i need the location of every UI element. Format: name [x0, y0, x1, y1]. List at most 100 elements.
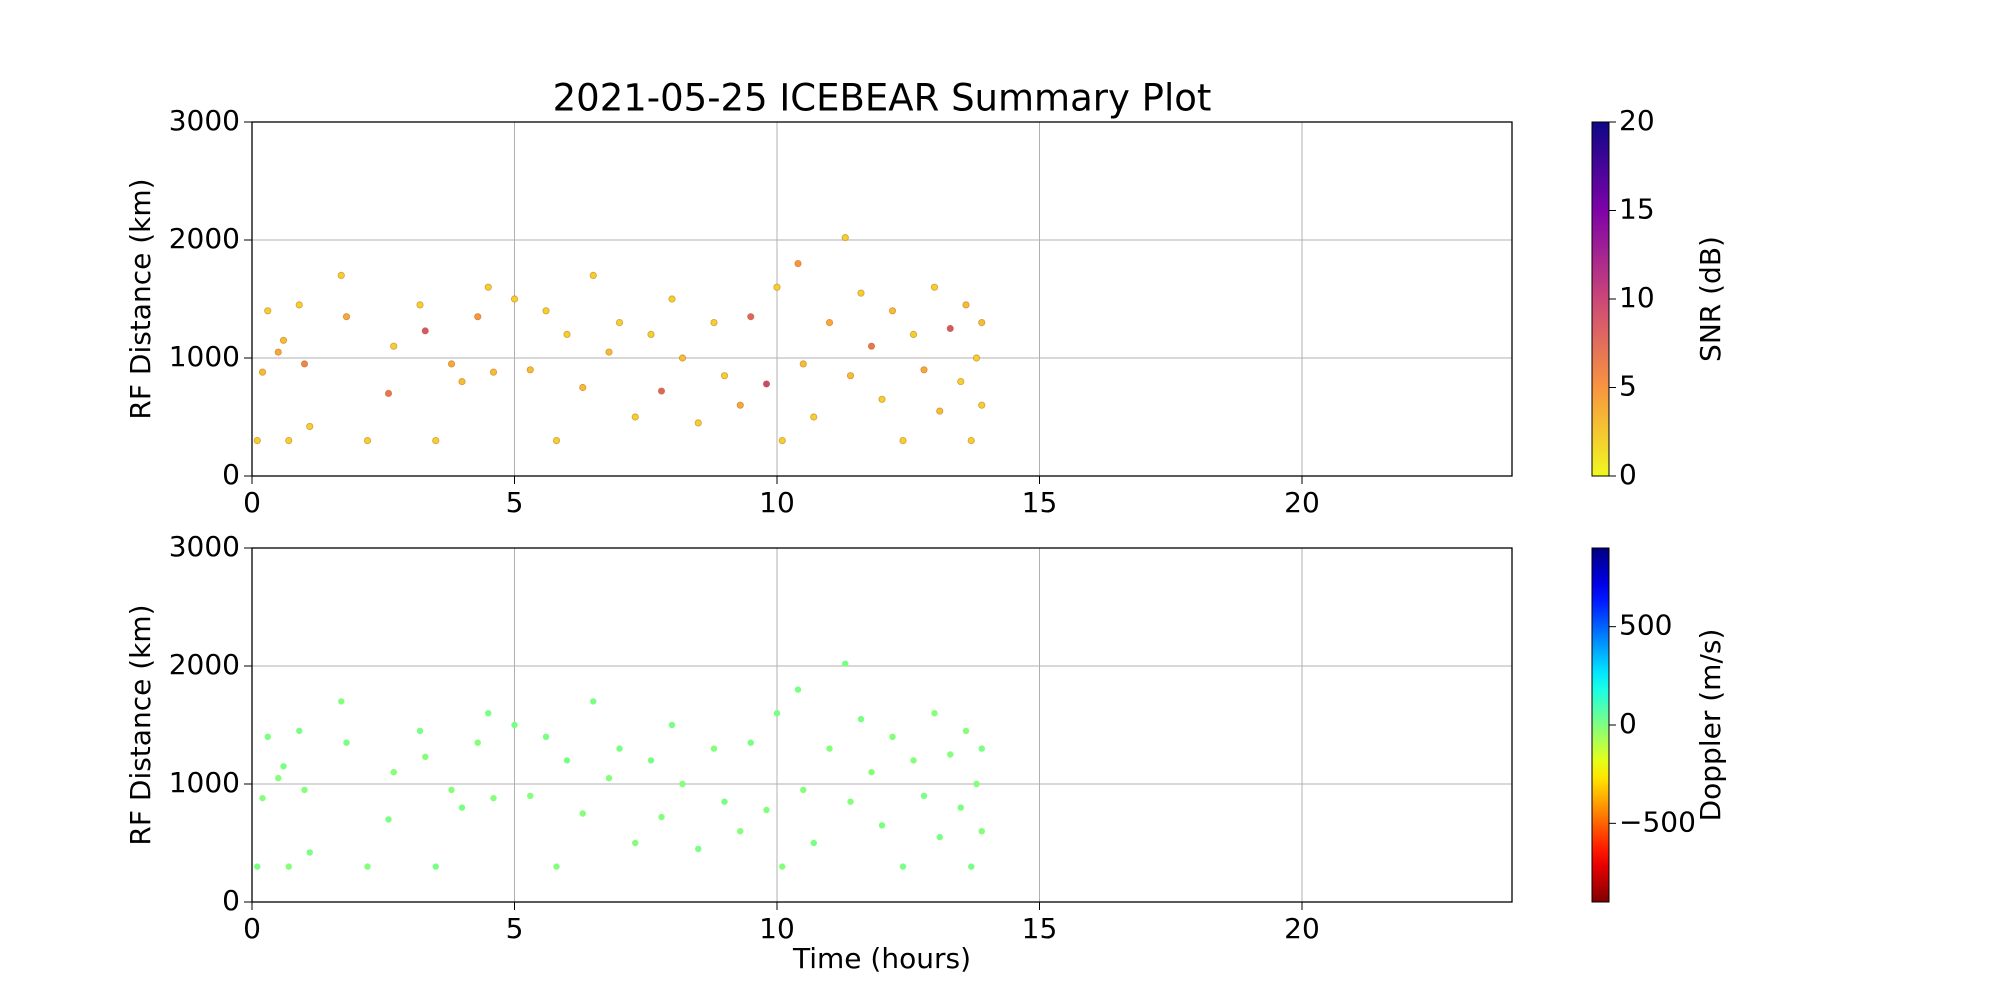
- data-point: [763, 806, 770, 814]
- data-point: [946, 324, 954, 333]
- x-axis-label: Time (hours): [792, 942, 971, 975]
- y-axis-label: RF Distance (km): [124, 604, 157, 845]
- colorbar-tick-label: 10: [1619, 281, 1655, 314]
- data-point: [338, 698, 345, 705]
- data-point: [631, 413, 639, 421]
- data-point: [542, 307, 550, 315]
- x-tick-label: 20: [1284, 486, 1320, 519]
- data-point: [962, 727, 970, 735]
- data-point: [579, 383, 587, 392]
- data-point: [275, 774, 282, 782]
- data-point: [668, 721, 676, 729]
- data-point: [810, 413, 818, 421]
- data-point: [794, 259, 802, 268]
- data-point: [615, 318, 624, 327]
- y-tick-label: 1000: [169, 766, 240, 799]
- plot-frame: [251, 121, 1513, 477]
- data-point: [747, 739, 754, 746]
- x-tick-label: 5: [506, 486, 524, 519]
- data-point: [422, 753, 429, 761]
- x-tick-label: 0: [243, 486, 261, 519]
- data-point: [762, 380, 771, 388]
- data-point: [678, 354, 687, 362]
- data-point: [342, 313, 351, 321]
- data-point: [279, 336, 288, 344]
- data-point: [579, 810, 586, 817]
- x-tick-label: 20: [1284, 912, 1320, 945]
- data-point: [968, 863, 975, 870]
- colorbar-tick-label: 5: [1619, 370, 1637, 403]
- data-point: [973, 780, 980, 788]
- colorbar-label: SNR (dB): [1694, 236, 1727, 362]
- data-point: [647, 330, 655, 338]
- data-point: [590, 698, 597, 705]
- data-point: [432, 863, 439, 870]
- y-tick-label: 2000: [169, 648, 240, 681]
- data-point: [909, 330, 918, 338]
- data-point: [978, 401, 986, 409]
- data-point: [632, 839, 639, 847]
- data-point: [799, 360, 807, 368]
- data-point: [931, 710, 938, 717]
- colorbar: [1591, 121, 1610, 477]
- data-point: [254, 863, 261, 870]
- data-point: [657, 387, 666, 395]
- data-point: [511, 721, 518, 729]
- data-point: [841, 234, 849, 242]
- data-point: [867, 342, 876, 350]
- data-point: [899, 436, 907, 445]
- data-point: [474, 739, 481, 746]
- data-point: [542, 733, 550, 740]
- data-point: [458, 377, 466, 386]
- y-tick-label: 2000: [169, 222, 240, 255]
- data-point: [364, 863, 371, 870]
- colorbar-tick-label: 20: [1619, 104, 1655, 137]
- data-point: [810, 839, 817, 847]
- data-point: [264, 307, 272, 315]
- data-point: [668, 295, 676, 303]
- data-point: [447, 360, 456, 368]
- x-tick-label: 5: [506, 912, 524, 945]
- data-point: [962, 301, 970, 309]
- data-point: [957, 804, 964, 811]
- colorbar-tick-label: 500: [1619, 609, 1672, 642]
- data-point: [285, 436, 293, 445]
- data-point: [647, 757, 655, 764]
- data-point: [553, 863, 560, 870]
- data-point: [947, 751, 954, 758]
- data-point: [747, 313, 755, 321]
- data-point: [773, 283, 781, 291]
- data-point: [721, 798, 728, 805]
- data-point: [416, 301, 424, 309]
- data-point: [253, 436, 261, 445]
- data-point: [390, 769, 397, 776]
- data-point: [589, 271, 597, 279]
- data-point: [710, 745, 718, 752]
- x-tick-label: 0: [243, 912, 261, 945]
- data-point: [694, 419, 702, 427]
- data-point: [794, 686, 802, 693]
- data-point: [720, 372, 729, 380]
- y-axis-label: RF Distance (km): [124, 178, 157, 419]
- x-tick-label: 10: [759, 912, 795, 945]
- data-point: [800, 786, 807, 794]
- data-point: [616, 745, 623, 752]
- data-point: [930, 283, 939, 291]
- data-point: [978, 745, 985, 752]
- plot-frame: [251, 547, 1513, 903]
- data-point: [936, 407, 944, 415]
- data-point: [385, 816, 392, 823]
- data-point: [563, 330, 571, 338]
- data-point: [432, 436, 440, 445]
- data-point: [710, 318, 718, 327]
- y-tick-label: 1000: [169, 340, 240, 373]
- data-point: [563, 757, 571, 764]
- data-point: [695, 845, 702, 853]
- data-point: [778, 436, 786, 445]
- data-point: [888, 307, 897, 315]
- data-point: [779, 863, 786, 870]
- data-point: [484, 283, 492, 291]
- data-point: [679, 780, 686, 788]
- data-point: [605, 774, 613, 782]
- data-point: [421, 327, 429, 335]
